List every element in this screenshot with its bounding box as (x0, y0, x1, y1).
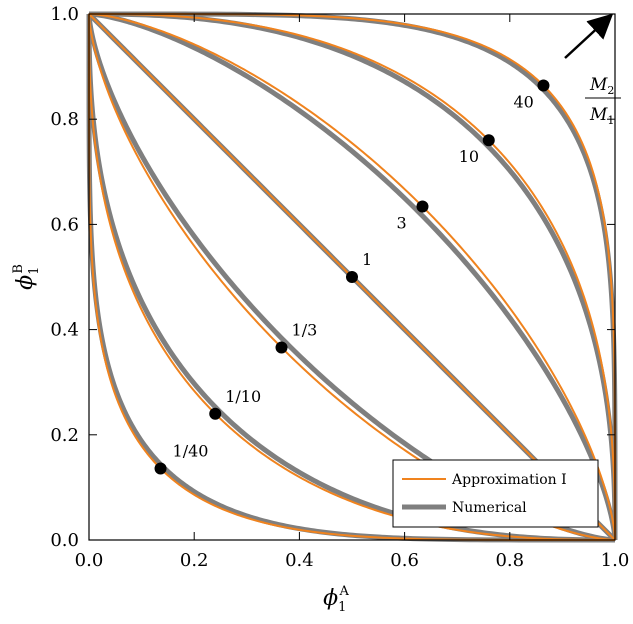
x-tick-label: 1.0 (601, 550, 630, 571)
x-tick-label: 0.4 (285, 550, 314, 571)
numerical-curve-3 (88, 11, 618, 541)
ratio-annotation: M2 M1 (564, 13, 621, 127)
legend: Approximation I Numerical (392, 459, 599, 528)
ratio-label-1-over-10: 1/10 (225, 387, 261, 406)
y-tick-label: 0.2 (50, 425, 79, 446)
plot-frame (88, 13, 616, 541)
x-tick-label: 0.8 (495, 550, 524, 571)
ratio-label-1-over-3: 1/3 (292, 320, 318, 339)
ratio-label-1: 1 (362, 250, 372, 269)
marker-point-1-over-40 (154, 462, 167, 475)
y-tick-label: 0.4 (50, 320, 79, 341)
x-axis-label: ϕ1A (323, 584, 349, 615)
marker-point-1 (346, 271, 358, 283)
ratio-label-10: 10 (459, 147, 479, 166)
ratio-label-3: 3 (396, 214, 406, 233)
ratio-labels-layer: 1/40 1/10 1/3 1 3 10 40 (173, 93, 534, 461)
y-tick-label: 0.0 (50, 530, 79, 551)
increase-arrow-icon (564, 13, 614, 59)
legend-box (392, 459, 599, 528)
ratio-label-1-over-40: 1/40 (173, 441, 209, 460)
marker-point-1-over-3 (275, 341, 288, 354)
ticks-layer: 0.0 0.2 0.4 0.6 0.8 1.0 0.0 0.2 0.4 0.6 0.8 1.0 (50, 4, 629, 571)
y-axis-label: ϕ1B (11, 264, 42, 290)
marker-point-1-over-10 (209, 407, 222, 420)
marker-point-10 (482, 134, 495, 147)
legend-numerical-label: Numerical (452, 500, 527, 516)
y-tick-label: 0.8 (50, 109, 79, 130)
x-tick-label: 0.6 (390, 550, 419, 571)
legend-approximation-label: Approximation I (451, 472, 567, 488)
annotation-denominator: M1 (589, 105, 614, 127)
annotation-numerator: M2 (589, 75, 614, 97)
y-tick-label: 0.6 (50, 214, 79, 235)
x-tick-label: 0.2 (180, 550, 209, 571)
y-tick-label: 1.0 (50, 4, 79, 25)
ratio-label-40: 40 (513, 93, 533, 112)
marker-point-40 (537, 79, 550, 92)
marker-point-3 (416, 200, 429, 213)
x-tick-label: 0.0 (75, 550, 104, 571)
markers-layer (154, 79, 550, 475)
